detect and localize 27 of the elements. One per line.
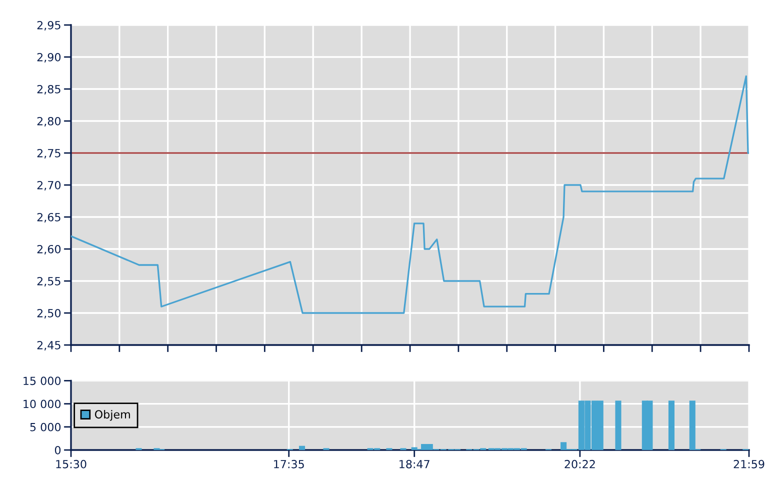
y-tick-label: 2,70 <box>37 180 61 191</box>
x-tick-label: 21:59 <box>734 460 764 468</box>
y-tick-label: 2,60 <box>37 244 61 255</box>
y-tick-label: 2,65 <box>37 212 60 223</box>
x-tick-label: 15:30 <box>56 460 86 468</box>
bar <box>298 446 306 450</box>
y-tick-label: 2,75 <box>37 148 60 159</box>
y-tick-label: 15 000 <box>24 376 61 386</box>
x-tick-label: 20:22 <box>564 460 595 468</box>
legend-label: Objem <box>94 410 130 421</box>
y-tick-label: 2,55 <box>37 276 60 287</box>
y-tick-label: 0 <box>54 446 61 454</box>
y-tick-label: 2,90 <box>37 52 61 63</box>
y-tick-label: 2,80 <box>37 116 61 127</box>
y-tick-label: 5 000 <box>30 422 61 432</box>
bar <box>615 400 622 450</box>
x-tick-label: 17:35 <box>274 460 304 468</box>
line-series <box>71 75 749 314</box>
y-tick-label: 2,45 <box>37 340 60 351</box>
bar <box>668 400 674 450</box>
bar <box>560 442 567 450</box>
bar <box>411 447 418 450</box>
y-tick-label: 10 000 <box>24 400 61 408</box>
x-tick-label: 18:47 <box>400 460 430 468</box>
y-tick-label: 2,50 <box>37 308 61 319</box>
y-tick-label: 2,95 <box>37 20 60 31</box>
y-tick-label: 2,85 <box>37 84 60 95</box>
